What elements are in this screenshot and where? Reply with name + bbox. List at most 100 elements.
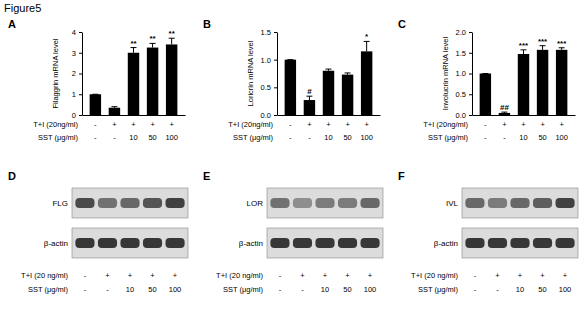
y-tick-mark: [274, 60, 277, 61]
y-tick: 1.0: [261, 56, 277, 65]
significance-label: ***: [538, 37, 548, 46]
blot-band: [75, 238, 94, 248]
condition-value: +: [150, 271, 155, 280]
condition-label: SST (μg/ml): [223, 285, 264, 294]
y-tick-mark: [469, 32, 472, 33]
significance-label: ##: [500, 103, 509, 112]
y-tick: 2: [72, 69, 82, 78]
x-axis-line: [278, 115, 381, 116]
condition-value: -: [106, 285, 109, 294]
blot-band: [270, 198, 289, 208]
condition-value: +: [495, 271, 500, 280]
condition-value: +: [345, 271, 350, 280]
error-bar-cap: [326, 69, 332, 70]
blot-band: [143, 198, 162, 208]
blot-band: [120, 198, 139, 208]
condition-value: 100: [360, 133, 373, 142]
bar: [128, 53, 139, 115]
error-bar-stem: [523, 50, 524, 54]
condition-value: 10: [129, 133, 137, 142]
condition-value: +: [112, 120, 117, 129]
y-tick-label: 2.0: [456, 28, 466, 37]
condition-value: +: [540, 271, 545, 280]
blot-band: [338, 198, 357, 208]
x-axis: [278, 115, 381, 116]
y-tick: 0: [72, 111, 82, 120]
y-tick-label: 0: [72, 111, 76, 120]
blot-row-label: β-actin: [239, 239, 263, 248]
error-bar: [306, 96, 312, 100]
y-axis-title: Loricrin mRNA level: [246, 40, 255, 106]
bar: [518, 54, 529, 115]
y-tick: 1.0: [456, 69, 472, 78]
y-tick-mark: [79, 32, 82, 33]
y-tick-mark: [469, 53, 472, 54]
condition-value: +: [540, 120, 545, 129]
condition-label: SST (μg/ml): [38, 133, 79, 142]
y-tick-mark: [274, 115, 277, 116]
blot-band: [338, 238, 357, 248]
condition-value: +: [128, 271, 133, 280]
blot-background: [72, 188, 188, 218]
y-tick: 0.0: [456, 111, 472, 120]
blot-band: [315, 198, 334, 208]
condition-label: T+I (20 ng/ml): [216, 271, 263, 280]
bar: [147, 48, 158, 115]
condition-label: T+I (20ng/ml): [33, 120, 78, 129]
condition-label: T+I (20ng/ml): [423, 120, 468, 129]
blot-band: [120, 238, 139, 248]
blot-panel: FIVLβ-actinT+I (20 ng/ml)-++++SST (μg/ml…: [398, 170, 578, 294]
condition-value: 50: [538, 133, 546, 142]
condition-value: -: [289, 133, 292, 142]
y-tick-mark: [79, 53, 82, 54]
y-tick-label: 0.0: [261, 111, 271, 120]
figure: Figure5A01234Filaggrin mRNA level******T…: [0, 0, 585, 326]
bar: [556, 50, 567, 115]
condition-value: 100: [364, 285, 377, 294]
y-tick: 1.5: [261, 28, 277, 37]
condition-value: +: [300, 271, 305, 280]
blot-band: [360, 238, 379, 248]
error-bar-cap: [92, 94, 98, 95]
blot-row-label: IVL: [446, 199, 459, 208]
blot-band: [315, 238, 334, 248]
y-tick-mark: [469, 74, 472, 75]
blot-background: [462, 228, 578, 258]
condition-value: +: [502, 120, 507, 129]
chart-panel: B0.00.51.01.5Loricrin mRNA level#*T+I (2…: [203, 18, 381, 142]
blot-panel: ELORβ-actinT+I (20 ng/ml)-++++SST (μg/ml…: [203, 170, 383, 294]
error-bar: [559, 48, 565, 50]
condition-value: -: [308, 133, 311, 142]
chart-panel: A01234Filaggrin mRNA level******T+I (20n…: [8, 18, 186, 142]
condition-label: T+I (20 ng/ml): [21, 271, 68, 280]
blot-band: [165, 238, 184, 248]
y-tick: 0.5: [456, 90, 472, 99]
error-bar: [326, 69, 332, 71]
bar: [499, 113, 510, 115]
error-bar-stem: [152, 43, 153, 47]
condition-value: -: [94, 120, 97, 129]
condition-value: -: [474, 285, 477, 294]
y-tick: 0.5: [261, 83, 277, 92]
condition-value: +: [368, 271, 373, 280]
error-bar-stem: [171, 38, 172, 44]
y-tick: 3: [72, 49, 82, 58]
y-axis-title: Involucrin mRNA level: [441, 36, 450, 110]
condition-value: -: [503, 133, 506, 142]
blot-band: [510, 238, 529, 248]
bar: [480, 74, 491, 116]
condition-value: -: [94, 133, 97, 142]
condition-value: +: [105, 271, 110, 280]
condition-value: +: [131, 120, 136, 129]
blot-band: [293, 198, 312, 208]
error-bar: [364, 41, 370, 51]
error-bar-stem: [366, 41, 367, 51]
y-tick-mark: [469, 94, 472, 95]
significance-label: ***: [557, 39, 567, 48]
blot-band: [488, 198, 507, 208]
error-bar-cap: [482, 73, 488, 74]
condition-label: SST (μg/ml): [428, 133, 469, 142]
blot-panel: DFLGβ-actinT+I (20 ng/ml)-++++SST (μg/ml…: [8, 170, 188, 294]
bar: [361, 51, 372, 115]
y-axis: 0.00.51.01.52.0: [456, 28, 473, 120]
